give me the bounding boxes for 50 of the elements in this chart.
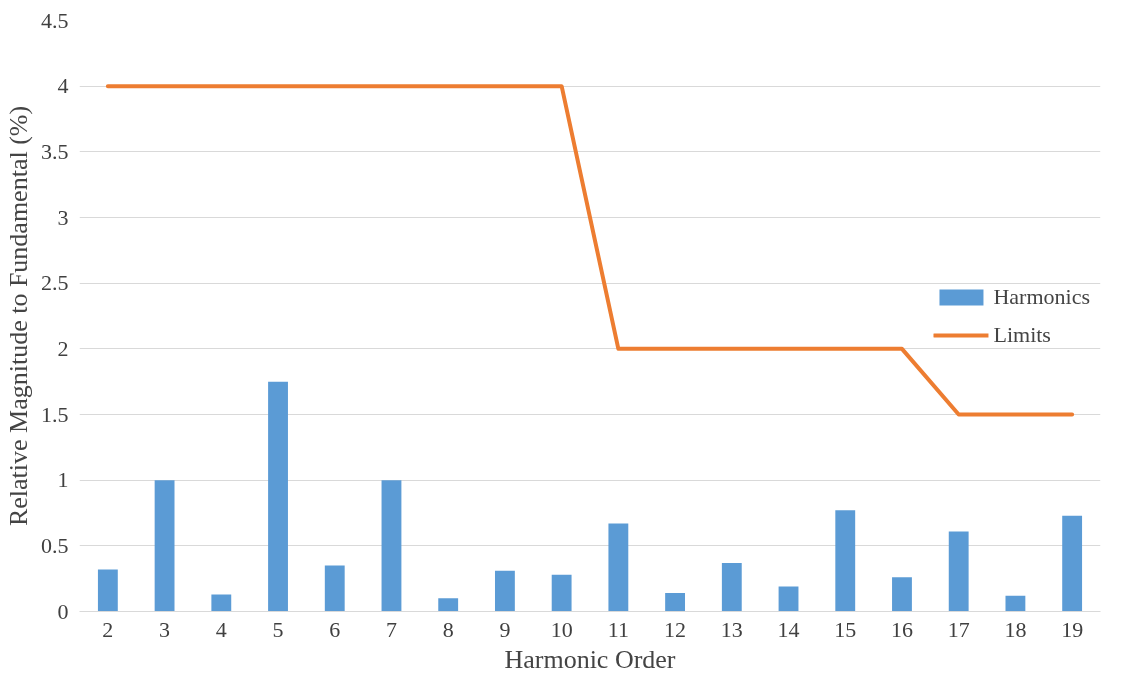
x-tick-label: 18 bbox=[1004, 616, 1027, 642]
bar bbox=[948, 531, 969, 612]
x-tick-label: 8 bbox=[442, 616, 454, 642]
y-tick-label: 0 bbox=[57, 598, 69, 624]
bar bbox=[892, 577, 912, 612]
y-tick-label: 4 bbox=[57, 73, 69, 99]
bar bbox=[665, 593, 686, 612]
x-tick-label: 17 bbox=[947, 616, 970, 642]
bar bbox=[778, 586, 799, 612]
bar bbox=[211, 594, 232, 612]
bar bbox=[97, 569, 118, 612]
y-tick-label: 3.5 bbox=[41, 138, 69, 164]
legend-label: Limits bbox=[993, 321, 1051, 348]
x-tick-label: 15 bbox=[834, 616, 857, 642]
x-tick-label: 6 bbox=[329, 616, 341, 642]
bar bbox=[494, 570, 515, 612]
bar bbox=[1005, 595, 1026, 612]
x-tick-label: 14 bbox=[777, 616, 800, 642]
y-tick-label: 1.5 bbox=[41, 401, 69, 427]
legend-label: Harmonics bbox=[993, 283, 1090, 310]
x-tick-label: 10 bbox=[550, 616, 573, 642]
x-tick-label: 2 bbox=[102, 616, 114, 642]
bar bbox=[268, 381, 288, 612]
bar bbox=[438, 598, 459, 612]
y-tick-label: 4.5 bbox=[41, 7, 69, 33]
x-tick-label: 12 bbox=[664, 616, 687, 642]
x-tick-label: 16 bbox=[890, 616, 913, 642]
x-tick-label: 13 bbox=[720, 616, 743, 642]
y-tick-label: 2.5 bbox=[41, 270, 69, 296]
x-tick-label: 11 bbox=[607, 616, 629, 642]
x-tick-label: 3 bbox=[159, 616, 171, 642]
bar bbox=[381, 480, 402, 612]
bar bbox=[835, 510, 856, 612]
y-axis-title: Relative Magnitude to Fundamental (%) bbox=[4, 105, 33, 527]
bar bbox=[324, 565, 345, 612]
x-tick-label: 9 bbox=[499, 616, 511, 642]
bar bbox=[721, 562, 742, 612]
y-tick-label: 0.5 bbox=[41, 532, 69, 558]
bar bbox=[1062, 515, 1083, 612]
y-tick-label: 1 bbox=[57, 467, 69, 493]
y-tick-label: 2 bbox=[57, 335, 69, 361]
x-tick-label: 7 bbox=[385, 616, 397, 642]
x-tick-label: 4 bbox=[215, 616, 227, 642]
bar bbox=[154, 480, 175, 612]
x-tick-label: 19 bbox=[1061, 616, 1084, 642]
x-tick-label: 5 bbox=[272, 616, 284, 642]
y-tick-label: 3 bbox=[57, 204, 69, 230]
bar bbox=[608, 523, 629, 612]
x-axis-title: Harmonic Order bbox=[504, 644, 676, 674]
bar bbox=[551, 574, 572, 612]
